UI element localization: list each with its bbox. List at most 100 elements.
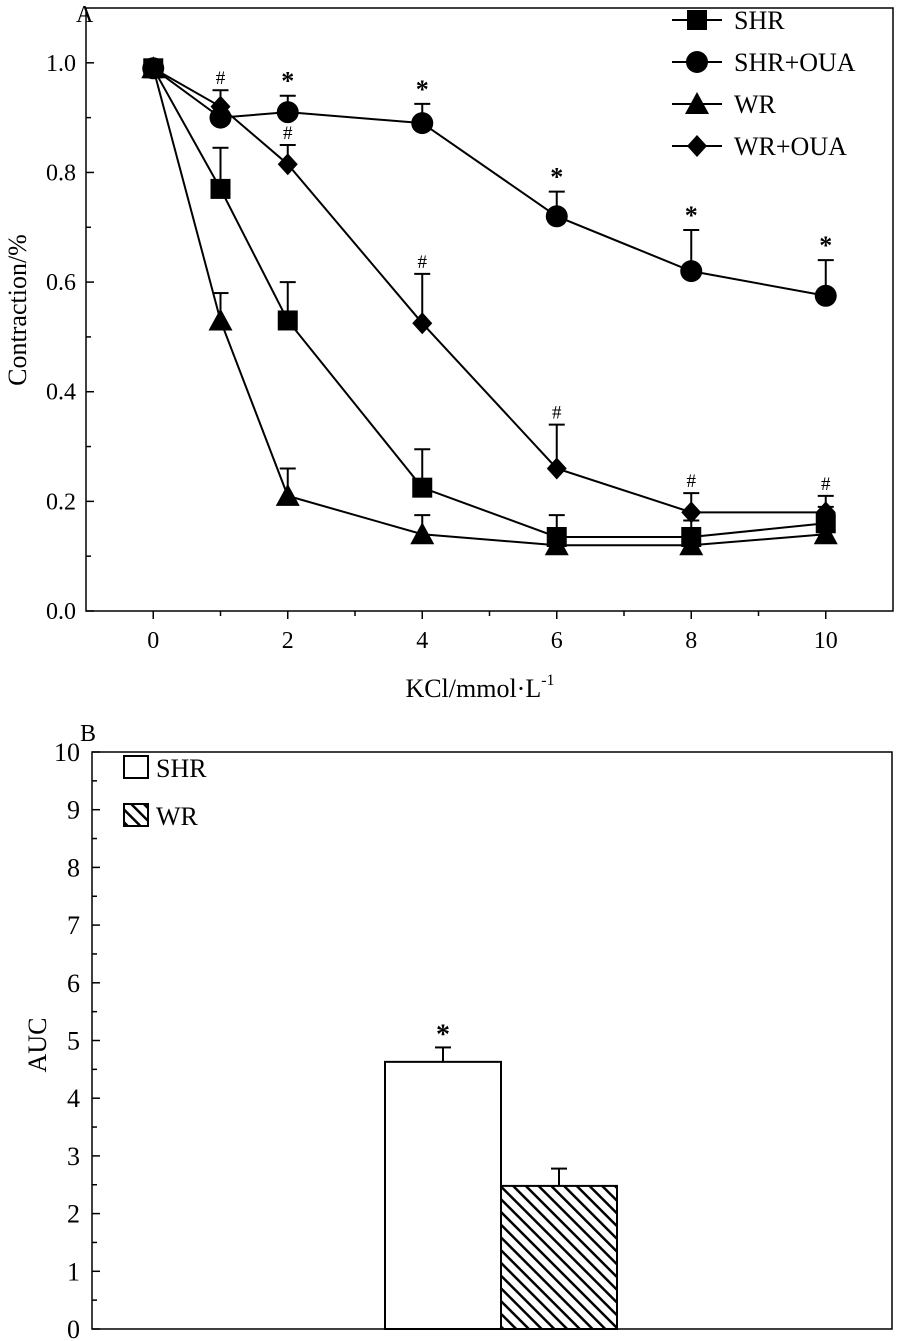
legend-item-shr-oua: SHR+OUA [672,48,856,77]
y-tick-label: 0.8 [46,160,76,186]
significance-mark: * [416,75,429,104]
y-tick-label: 0.4 [46,380,76,406]
y-tick-label: 0.6 [46,270,76,296]
data-point [143,57,164,80]
series-wr-oua: # # # # # # [143,57,836,524]
significance-mark: # [283,123,293,144]
legend-item-wr-oua: WR+OUA [672,132,847,161]
data-point [814,284,837,307]
data-point [412,477,433,498]
panel-b-y-axis-label: AUC [23,1018,52,1073]
data-point [410,522,435,545]
legend-label: WR+OUA [734,132,847,161]
legend-swatch [123,803,149,827]
significance-mark: # [821,474,831,495]
data-point [411,112,434,135]
panel-a-y-axis-label: Contraction/% [3,234,32,386]
series-line [152,68,826,547]
data-point [544,533,569,556]
legend-label: WR [734,90,777,119]
y-tick-label: 8 [67,853,80,882]
data-point [679,533,704,556]
data-point [277,153,298,176]
bar-shr: * [384,1019,502,1330]
data-point [210,178,231,199]
significance-mark: # [418,252,428,273]
legend-label: SHR [734,6,785,35]
series-shr-oua: * * * * * [142,57,837,307]
series-line [152,67,826,297]
significance-mark: # [216,68,226,89]
significance-mark: * [281,67,294,96]
panel-a-line-chart: A 0.0 0.2 0.4 0.6 0.8 1.0 0 2 4 6 8 10 Contraction… [3,2,894,703]
data-point [545,205,568,228]
y-tick-label: 7 [67,911,80,940]
significance-mark: # [552,403,562,424]
legend-marker [686,51,708,73]
series-line [152,67,826,538]
y-tick-label: 6 [67,969,80,998]
y-tick-label: 4 [67,1084,80,1113]
x-tick-label: 4 [416,628,428,654]
y-tick-label: 0.0 [46,599,76,625]
panel-a-legend: SHR SHR+OUA WR WR+OUA [672,6,856,161]
panel-b-label: B [80,721,96,747]
legend-marker [687,135,707,157]
panel-a-x-axis-label: KCl/mmol·L-1 [405,672,554,703]
y-tick-label: 9 [67,796,80,825]
data-point [210,95,231,118]
bar-rect [500,1184,618,1331]
data-point [276,101,299,124]
significance-mark: * [550,163,563,192]
legend-item-shr: SHR [123,754,207,783]
y-tick-label: 2 [67,1200,80,1229]
x-tick-label: 8 [685,628,697,654]
series-wr [141,56,838,556]
series-shr [143,58,836,547]
legend-marker [687,10,707,30]
series-line [152,67,826,514]
panel-a-y-ticks: 0.0 0.2 0.4 0.6 0.8 1.0 [46,51,94,625]
legend-item-wr: WR [672,90,777,119]
y-tick-label: 5 [67,1027,80,1056]
legend-item-shr: SHR [672,6,785,35]
panel-b-bars: * [384,1019,618,1331]
y-tick-label: 1.0 [46,51,76,77]
legend-marker [685,92,709,114]
legend-label: SHR [156,754,207,783]
bar-wr [500,1167,618,1331]
data-point [546,457,567,480]
data-point [275,483,300,506]
x-tick-label: 10 [814,628,838,654]
x-tick-label: 0 [147,628,159,654]
bar-rect [384,1060,502,1330]
data-point [815,501,836,524]
y-tick-label: 3 [67,1142,80,1171]
panel-b-bar-chart: B 0 1 2 3 4 5 6 7 8 9 10 AUC * SHR WR [23,721,893,1341]
panel-b-legend: SHR WR [123,754,207,831]
significance-mark: * [685,201,698,230]
data-point [208,308,233,331]
legend-item-wr: WR [123,802,199,831]
significance-mark: * [819,231,832,260]
significance-mark: * [436,1019,450,1050]
data-point [277,310,298,331]
y-tick-label: 0.2 [46,489,76,515]
panel-a-label: A [76,2,94,28]
data-point [681,501,702,524]
legend-swatch [123,755,149,779]
y-tick-label: 0 [67,1315,80,1341]
x-tick-label: 6 [551,628,563,654]
panel-a-x-ticks: 0 2 4 6 8 10 [147,611,838,654]
legend-label: WR [156,802,199,831]
y-tick-label: 10 [54,738,80,767]
data-point [412,312,433,335]
x-tick-label: 2 [282,628,294,654]
significance-mark: # [687,471,697,492]
data-point [680,260,703,283]
data-point [813,522,838,545]
legend-label: SHR+OUA [734,48,856,77]
panel-a-series: * * * * * # # # # # # [141,56,838,556]
y-tick-label: 1 [67,1257,80,1286]
